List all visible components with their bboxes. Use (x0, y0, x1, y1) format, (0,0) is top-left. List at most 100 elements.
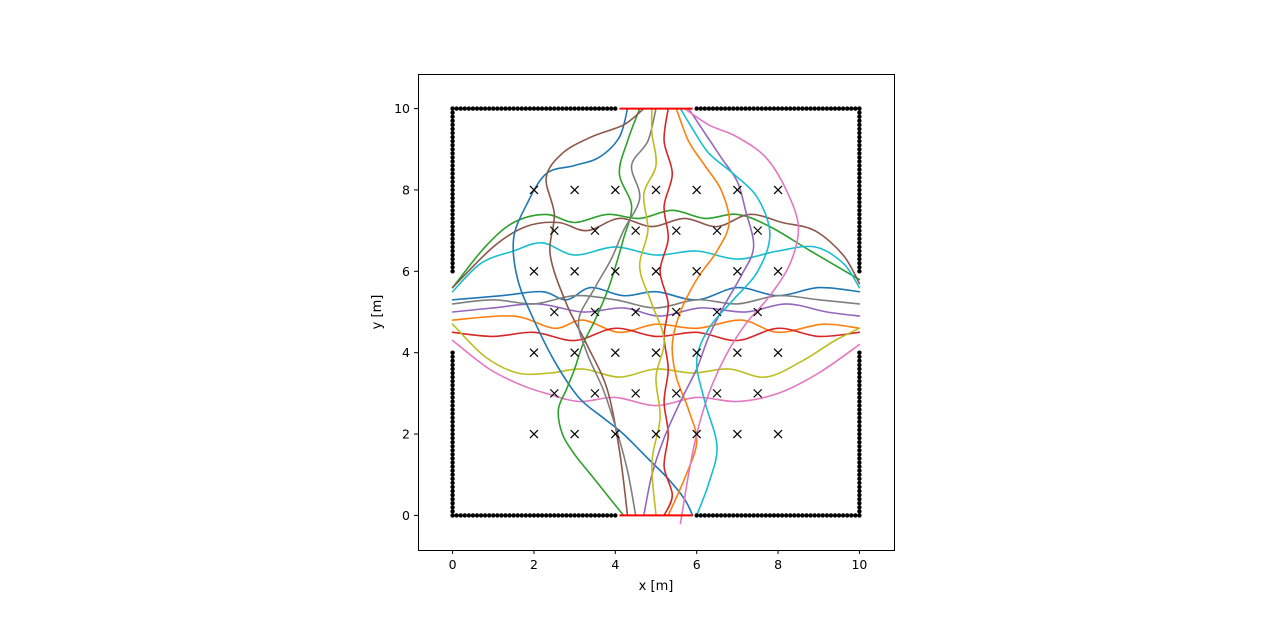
trajectory-line-9 (451, 323, 861, 378)
wall-point (560, 106, 565, 111)
wall-point (853, 106, 858, 111)
wall-point (857, 130, 862, 136)
wall-point (450, 391, 455, 396)
wall-point (466, 513, 472, 518)
obstacle-marker (671, 307, 681, 317)
wall-point (836, 106, 842, 111)
wall-point (845, 513, 850, 518)
obstacle-marker (610, 348, 620, 358)
wall-point (482, 513, 488, 518)
wall-point (531, 513, 537, 518)
wall-point (450, 151, 455, 156)
wall-point (596, 513, 602, 518)
wall-point (462, 106, 467, 111)
obstacle-marker (712, 307, 722, 317)
wall-point (820, 513, 826, 518)
trajectory-line-1 (451, 286, 861, 301)
wall-point (450, 240, 455, 246)
wall-segment-5 (450, 350, 455, 518)
wall-point (849, 513, 854, 518)
wall-segment-4 (694, 106, 862, 111)
wall-point (450, 456, 455, 461)
wall-point (788, 106, 793, 111)
wall-point (783, 513, 789, 518)
wall-point (491, 106, 496, 111)
y-tick-label: 8 (402, 182, 410, 197)
wall-point (450, 448, 455, 453)
wall-point (857, 358, 862, 364)
obstacle-marker (712, 388, 722, 398)
wall-point (857, 476, 862, 482)
wall-point (857, 513, 862, 518)
wall-point (450, 350, 455, 355)
wall-point (706, 106, 712, 111)
obstacle-marker (753, 307, 763, 317)
wall-point (698, 106, 703, 111)
wall-point (857, 374, 862, 380)
wall-point (450, 126, 455, 132)
wall-point (857, 460, 862, 465)
wall-point (450, 366, 455, 372)
wall-point (857, 204, 862, 209)
wall-point (857, 387, 862, 392)
x-axis: 0 2 4 6 8 10 (449, 550, 867, 572)
wall-point (600, 106, 606, 111)
wall-point (450, 163, 455, 168)
wall-point (499, 106, 504, 111)
wall-point (857, 444, 862, 449)
obstacle-marker (610, 185, 620, 195)
wall-point (824, 513, 830, 518)
wall-point (857, 505, 862, 510)
wall-point (857, 138, 862, 144)
wall-point (796, 106, 801, 111)
trajectory-line-8 (451, 294, 861, 309)
wall-point (832, 106, 838, 111)
wall-point (450, 444, 455, 449)
wall-point (548, 513, 553, 518)
wall-point (849, 106, 854, 111)
wall-point (857, 464, 862, 469)
wall-point (450, 476, 455, 482)
obstacle-marker (631, 307, 641, 317)
wall-point (857, 118, 862, 123)
wall-point (767, 106, 773, 111)
obstacle-marker (692, 185, 702, 195)
wall-point (454, 513, 459, 518)
wall-point (694, 106, 699, 111)
wall-point (792, 513, 797, 518)
wall-point (499, 513, 504, 518)
wall-point (702, 513, 708, 518)
wall-point (735, 106, 740, 111)
wall-point (576, 513, 581, 518)
wall-point (857, 163, 862, 168)
wall-point (450, 468, 455, 473)
wall-segment-6 (450, 106, 455, 274)
wall-point (507, 513, 512, 518)
wall-point (450, 403, 455, 408)
obstacle-marker (651, 266, 661, 276)
trajectory-line-7 (451, 339, 861, 407)
wall-point (450, 383, 455, 388)
wall-point (796, 513, 801, 518)
y-axis: 0 2 4 6 8 10 (394, 101, 418, 523)
wall-point (527, 106, 533, 111)
wall-point (763, 106, 769, 111)
wall-point (519, 513, 524, 518)
wall-point (857, 110, 862, 115)
wall-point (857, 395, 862, 400)
wall-point (450, 248, 455, 254)
wall-point (450, 199, 455, 205)
trajectory-line-4 (451, 327, 861, 342)
wall-point (857, 488, 862, 494)
obstacle-marker (529, 185, 539, 195)
wall-point (572, 106, 577, 111)
trajectory-line-15 (643, 107, 755, 517)
wall-point (450, 265, 455, 270)
wall-point (714, 106, 720, 111)
wall-point (808, 106, 813, 111)
wall-point (515, 106, 520, 111)
obstacle-marker (773, 185, 783, 195)
wall-point (450, 232, 455, 237)
wall-point (857, 419, 862, 425)
x-tick-label: 8 (774, 557, 782, 572)
